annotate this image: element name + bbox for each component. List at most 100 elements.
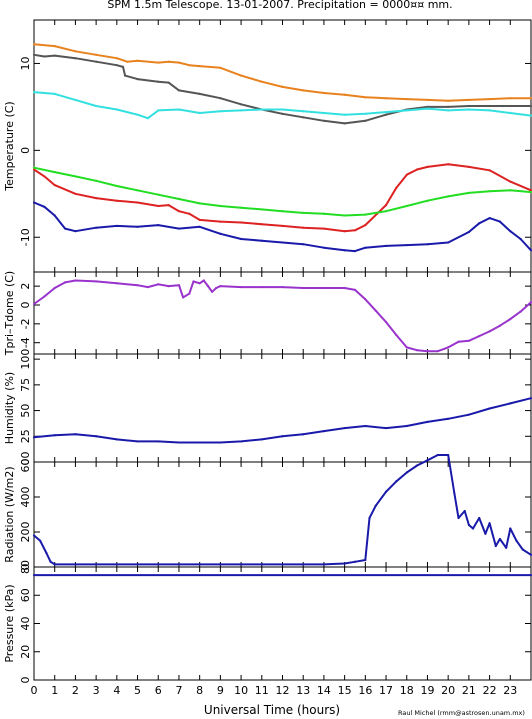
data-point-radiation-blue <box>198 563 201 566</box>
data-point-temperature-cyan <box>343 113 346 116</box>
data-point-temperature-dark_gray <box>74 57 77 60</box>
data-point-humidity-blue <box>529 397 532 400</box>
data-point-temperature-orange <box>447 99 450 102</box>
data-point-temperature-green <box>322 212 326 215</box>
data-point-temperature-dark_gray <box>198 92 201 95</box>
x-tick-label: 15 <box>338 684 352 697</box>
data-point-radiation-blue <box>521 548 524 551</box>
data-point-temperature-blue <box>447 241 450 244</box>
data-point-temperature-blue <box>498 220 502 223</box>
data-point-temperature-green <box>136 189 139 192</box>
data-point-temperature-green <box>219 204 222 208</box>
data-point-tpri_tdome-purple <box>426 350 429 353</box>
data-point-radiation-blue <box>447 453 450 457</box>
data-point-temperature-blue <box>136 225 139 228</box>
data-point-humidity-blue <box>426 420 429 423</box>
data-point-radiation-blue <box>343 562 346 565</box>
data-point-radiation-blue <box>157 563 160 566</box>
data-point-humidity-blue <box>260 438 263 441</box>
data-point-temperature-cyan <box>260 108 263 111</box>
data-point-temperature-orange <box>426 98 429 102</box>
data-point-radiation-blue <box>74 563 77 566</box>
data-point-humidity-blue <box>74 433 77 436</box>
data-point-temperature-green <box>157 193 160 196</box>
data-point-radiation-blue <box>384 490 388 493</box>
data-point-temperature-blue <box>281 241 284 244</box>
data-point-temperature-orange <box>167 60 170 63</box>
data-point-temperature-dark_gray <box>239 103 243 106</box>
data-point-temperature-cyan <box>405 109 408 112</box>
y-tick-label-tpri_tdome: -2 <box>19 318 32 329</box>
data-point-radiation-blue <box>364 558 367 562</box>
data-point-temperature-cyan <box>219 110 222 113</box>
data-point-humidity-blue <box>95 435 98 438</box>
data-point-humidity-blue <box>447 417 450 420</box>
data-point-temperature-dark_gray <box>167 81 170 84</box>
data-point-tpri_tdome-purple <box>322 286 326 290</box>
data-point-temperature-blue <box>157 223 160 227</box>
data-point-temperature-orange <box>364 96 367 99</box>
data-point-temperature-orange <box>239 74 243 77</box>
y-tick-label-radiation: 200 <box>19 522 32 543</box>
data-point-temperature-cyan <box>364 112 367 115</box>
data-point-temperature-red <box>322 227 326 230</box>
data-point-tpri_tdome-purple <box>53 286 56 290</box>
data-point-temperature-dark_gray <box>95 60 98 63</box>
data-point-temperature-red <box>177 210 181 213</box>
data-point-radiation-blue <box>353 560 357 563</box>
data-point-temperature-cyan <box>177 108 181 111</box>
data-point-radiation-blue <box>426 459 429 462</box>
x-tick-label: 9 <box>217 684 224 697</box>
data-point-temperature-blue <box>74 230 77 233</box>
data-point-temperature-green <box>53 170 56 174</box>
x-tick-label: 19 <box>420 684 434 697</box>
y-axis-label-humidity: Humidity (%) <box>3 372 16 444</box>
data-point-temperature-red <box>343 230 346 233</box>
data-point-radiation-blue <box>436 453 439 457</box>
data-point-temperature-dark_gray <box>219 97 222 100</box>
data-point-radiation-blue <box>505 546 508 549</box>
y-tick-label-pressure: 40 <box>19 617 32 631</box>
data-point-humidity-blue <box>509 402 512 405</box>
data-point-tpri_tdome-purple <box>509 318 512 321</box>
data-point-tpri_tdome-purple <box>202 279 205 282</box>
data-point-temperature-blue <box>488 217 491 220</box>
x-tick-label: 20 <box>441 684 455 697</box>
data-point-temperature-dark_gray <box>322 119 326 122</box>
data-point-temperature-green <box>509 189 512 192</box>
data-point-temperature-green <box>281 210 284 213</box>
data-point-temperature-red <box>447 163 450 166</box>
data-point-tpri_tdome-purple <box>43 295 46 298</box>
data-point-tpri_tdome-purple <box>519 310 522 313</box>
y-tick-label-pressure: 20 <box>19 645 32 659</box>
data-point-temperature-cyan <box>53 92 56 95</box>
data-point-temperature-green <box>426 199 429 202</box>
data-point-radiation-blue <box>136 563 139 566</box>
data-point-radiation-blue <box>494 544 497 548</box>
data-point-tpri_tdome-purple <box>384 320 388 324</box>
data-point-radiation-blue <box>53 563 56 566</box>
data-point-temperature-blue <box>529 249 532 252</box>
data-point-temperature-red <box>115 199 118 202</box>
y-axis-label-radiation: Radiation (W/m2) <box>3 466 16 562</box>
data-point-tpri_tdome-purple <box>177 284 181 287</box>
data-point-radiation-blue <box>322 563 326 566</box>
data-point-humidity-blue <box>136 440 139 443</box>
data-point-humidity-blue <box>157 440 160 443</box>
data-point-radiation-blue <box>260 563 263 566</box>
y-tick-label-tpri_tdome: -4 <box>19 337 32 348</box>
y-axis-label-tpri_tdome: Tpri–Tdome (C) <box>3 271 16 356</box>
data-point-temperature-blue <box>509 230 512 233</box>
data-point-temperature-green <box>302 211 305 215</box>
chart-title: SPM 1.5m Telescope. 13-01-2007. Precipit… <box>107 0 452 11</box>
data-point-temperature-red <box>167 203 170 207</box>
data-point-temperature-green <box>260 208 263 211</box>
data-point-tpri_tdome-purple <box>74 279 77 282</box>
y-tick-label-humidity: 50 <box>19 404 32 418</box>
data-point-temperature-red <box>157 204 160 208</box>
data-point-temperature-blue <box>115 224 118 228</box>
data-point-temperature-blue <box>343 249 346 252</box>
data-point-temperature-cyan <box>509 111 512 115</box>
data-point-temperature-blue <box>239 237 243 241</box>
